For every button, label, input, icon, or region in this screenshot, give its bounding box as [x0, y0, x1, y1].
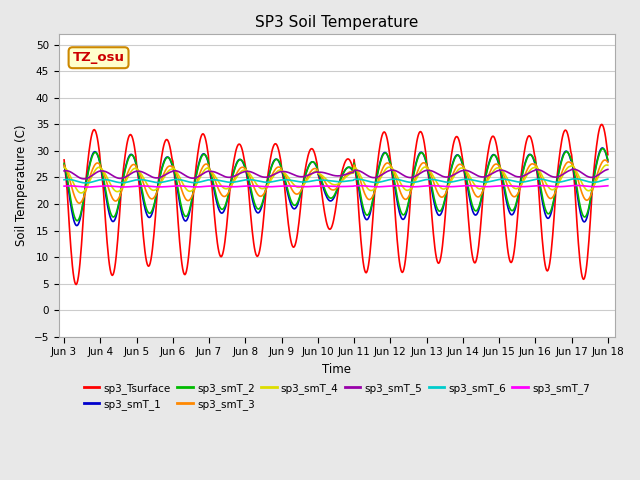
- Legend: sp3_Tsurface, sp3_smT_1, sp3_smT_2, sp3_smT_3, sp3_smT_4, sp3_smT_5, sp3_smT_6, : sp3_Tsurface, sp3_smT_1, sp3_smT_2, sp3_…: [80, 378, 594, 414]
- sp3_smT_5: [204, 168, 211, 174]
- sp3_smT_5: [569, 167, 577, 172]
- sp3_smT_3: [76, 200, 83, 206]
- sp3_smT_2: [328, 195, 336, 201]
- sp3_smT_5: [60, 168, 68, 174]
- Line: sp3_smT_4: sp3_smT_4: [64, 165, 608, 193]
- sp3_smT_6: [435, 178, 442, 183]
- Title: SP3 Soil Temperature: SP3 Soil Temperature: [255, 15, 419, 30]
- sp3_smT_3: [60, 162, 68, 168]
- sp3_smT_3: [381, 162, 389, 168]
- sp3_Tsurface: [555, 159, 563, 165]
- X-axis label: Time: Time: [323, 363, 351, 376]
- sp3_smT_7: [555, 184, 563, 190]
- sp3_smT_5: [180, 172, 188, 178]
- sp3_smT_2: [598, 146, 606, 152]
- sp3_smT_1: [604, 158, 612, 164]
- sp3_smT_6: [60, 177, 68, 182]
- sp3_smT_6: [381, 178, 389, 184]
- sp3_smT_1: [204, 157, 211, 163]
- sp3_smT_7: [328, 183, 336, 189]
- sp3_smT_5: [555, 174, 563, 180]
- Y-axis label: Soil Temperature (C): Soil Temperature (C): [15, 125, 28, 246]
- sp3_smT_4: [180, 183, 188, 189]
- sp3_Tsurface: [435, 260, 442, 266]
- sp3_smT_3: [435, 192, 442, 197]
- sp3_smT_2: [555, 170, 563, 176]
- sp3_smT_5: [435, 171, 442, 177]
- sp3_smT_3: [180, 193, 188, 199]
- sp3_smT_5: [328, 172, 336, 178]
- sp3_smT_1: [328, 197, 336, 203]
- sp3_smT_7: [60, 183, 68, 189]
- sp3_smT_7: [204, 183, 211, 189]
- sp3_smT_6: [328, 178, 336, 184]
- sp3_smT_4: [381, 167, 389, 173]
- sp3_smT_7: [435, 183, 442, 189]
- sp3_smT_7: [84, 184, 92, 190]
- sp3_smT_6: [572, 176, 579, 182]
- sp3_smT_1: [435, 212, 442, 218]
- sp3_smT_2: [435, 208, 442, 214]
- sp3_Tsurface: [72, 282, 80, 288]
- sp3_smT_2: [180, 212, 188, 218]
- sp3_smT_6: [204, 177, 211, 183]
- sp3_smT_7: [573, 183, 580, 189]
- sp3_smT_2: [60, 160, 68, 166]
- Line: sp3_smT_2: sp3_smT_2: [64, 149, 608, 221]
- sp3_smT_4: [60, 165, 68, 170]
- sp3_smT_2: [73, 218, 81, 224]
- Line: sp3_smT_1: sp3_smT_1: [64, 148, 608, 226]
- sp3_smT_3: [328, 187, 336, 193]
- sp3_smT_3: [555, 179, 563, 185]
- sp3_smT_4: [204, 165, 211, 171]
- sp3_smT_1: [598, 145, 606, 151]
- sp3_smT_1: [381, 150, 389, 156]
- sp3_smT_4: [435, 182, 442, 188]
- Line: sp3_smT_7: sp3_smT_7: [64, 186, 608, 187]
- sp3_Tsurface: [328, 223, 336, 228]
- sp3_smT_1: [555, 169, 563, 175]
- sp3_smT_7: [604, 183, 612, 189]
- sp3_smT_2: [381, 150, 389, 156]
- sp3_smT_5: [381, 170, 389, 176]
- sp3_smT_1: [180, 217, 188, 223]
- sp3_smT_6: [82, 180, 90, 186]
- sp3_smT_6: [604, 176, 612, 182]
- sp3_smT_6: [555, 179, 563, 185]
- sp3_smT_1: [73, 223, 81, 228]
- sp3_smT_5: [80, 176, 88, 182]
- sp3_smT_7: [180, 183, 188, 189]
- sp3_smT_4: [328, 181, 336, 187]
- Line: sp3_Tsurface: sp3_Tsurface: [64, 124, 608, 285]
- sp3_smT_3: [604, 159, 612, 165]
- sp3_smT_4: [555, 180, 563, 186]
- sp3_Tsurface: [381, 130, 389, 135]
- Line: sp3_smT_5: sp3_smT_5: [64, 169, 608, 179]
- sp3_smT_4: [77, 190, 85, 196]
- sp3_smT_4: [604, 162, 612, 168]
- sp3_smT_3: [204, 162, 211, 168]
- sp3_smT_6: [180, 178, 188, 183]
- Text: TZ_osu: TZ_osu: [72, 51, 125, 64]
- sp3_Tsurface: [604, 152, 612, 157]
- Line: sp3_smT_3: sp3_smT_3: [64, 160, 608, 203]
- Line: sp3_smT_6: sp3_smT_6: [64, 179, 608, 183]
- sp3_smT_2: [204, 156, 211, 162]
- sp3_smT_7: [381, 183, 389, 189]
- sp3_Tsurface: [180, 271, 188, 277]
- sp3_Tsurface: [60, 157, 68, 163]
- sp3_Tsurface: [598, 121, 605, 127]
- sp3_smT_2: [604, 157, 612, 163]
- sp3_Tsurface: [204, 147, 211, 153]
- sp3_smT_1: [60, 162, 68, 168]
- sp3_smT_3: [601, 157, 609, 163]
- sp3_smT_4: [604, 162, 611, 168]
- sp3_smT_5: [604, 167, 612, 172]
